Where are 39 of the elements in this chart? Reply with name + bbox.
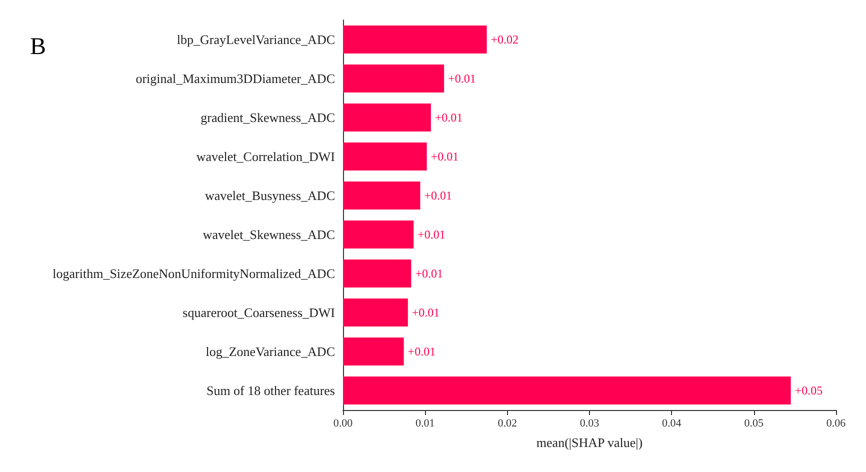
y-tick-label: lbp_GrayLevelVariance_ADC	[176, 32, 335, 47]
x-tick-label: 0.05	[744, 418, 764, 430]
data-label: +0.01	[448, 72, 476, 86]
bar	[343, 298, 408, 326]
x-tick-label: 0.06	[826, 418, 846, 430]
bar	[343, 182, 420, 210]
text: B	[30, 34, 46, 60]
y-tick-label: gradient_Skewness_ADC	[200, 110, 335, 125]
bar	[343, 142, 427, 170]
data-label: +0.01	[434, 110, 463, 124]
bar	[343, 104, 431, 132]
data-label: +0.05	[794, 384, 823, 398]
data-label: +0.01	[430, 150, 459, 164]
y-tick-label: original_Maximum3DDiameter_ADC	[136, 71, 335, 86]
x-tick-label: 0.04	[662, 418, 682, 430]
y-tick-label: wavelet_Busyness_ADC	[205, 188, 335, 203]
y-tick-label: squareroot_Coarseness_DWI	[182, 305, 335, 320]
x-tick-label: 0.00	[333, 418, 354, 430]
bar	[343, 260, 412, 288]
bar	[343, 220, 414, 248]
data-label: +0.02	[490, 32, 519, 46]
data-label: +0.01	[418, 228, 446, 242]
x-axis-title: mean(|SHAP value|)	[536, 435, 643, 450]
y-tick-label: log_ZoneVariance_ADC	[206, 344, 335, 359]
data-label: +0.01	[424, 188, 452, 202]
bar	[343, 376, 791, 404]
y-tick-label: logarithm_SizeZoneNonUniformityNormalized_ADC	[52, 266, 335, 281]
y-tick-label: wavelet_Skewness_ADC	[202, 227, 335, 242]
bar	[343, 64, 444, 92]
x-tick-label: 0.01	[416, 418, 435, 430]
y-tick-label: Sum of 18 other features	[206, 383, 335, 398]
data-label: +0.01	[412, 306, 440, 320]
data-label: +0.01	[415, 266, 443, 280]
x-tick-label: 0.02	[498, 418, 517, 430]
bar	[343, 26, 487, 54]
y-tick-label: wavelet_Correlation_DWI	[196, 149, 335, 164]
bar	[343, 338, 404, 366]
x-tick-label: 0.03	[580, 418, 600, 430]
data-label: +0.01	[408, 344, 436, 358]
